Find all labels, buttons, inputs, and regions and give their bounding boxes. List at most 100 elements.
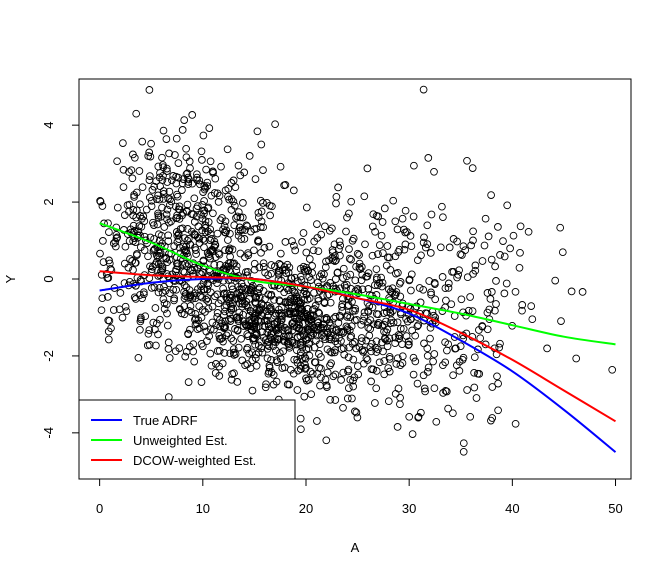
scatter-point <box>222 293 231 302</box>
scatter-point <box>300 392 309 401</box>
scatter-point <box>325 226 334 235</box>
scatter-point <box>296 362 305 370</box>
scatter-point <box>543 344 551 353</box>
scatter-point <box>355 251 363 259</box>
scatter-point <box>351 407 359 416</box>
scatter-point <box>158 203 166 212</box>
scatter-point <box>210 325 218 334</box>
scatter-point <box>492 300 500 308</box>
scatter-point <box>308 369 317 378</box>
y-axis: -4 -2 0 2 4 <box>41 122 80 439</box>
scatter-point <box>313 417 321 425</box>
scatter-point <box>493 372 501 381</box>
scatter-point <box>300 295 309 304</box>
scatter-point <box>109 239 118 248</box>
scatter-point <box>155 251 164 260</box>
scatter-point <box>423 344 432 353</box>
scatter-point <box>403 317 412 326</box>
scatter-point <box>396 393 404 402</box>
scatter-point <box>423 351 432 360</box>
scatter-point <box>349 382 358 391</box>
scatter-point <box>267 356 275 364</box>
scatter-point <box>227 306 236 314</box>
scatter-point <box>193 170 201 179</box>
scatter-point <box>417 251 425 260</box>
scatter-point <box>178 126 187 134</box>
scatter-point <box>203 294 212 302</box>
scatter-point <box>244 251 253 259</box>
scatter-point <box>258 309 267 317</box>
scatter-point <box>260 244 269 252</box>
scatter-point <box>257 299 266 308</box>
scatter-point <box>259 262 268 271</box>
scatter-point <box>367 347 376 356</box>
scatter-point <box>445 243 454 252</box>
scatter-point <box>182 170 191 179</box>
scatter-point <box>310 237 319 246</box>
scatter-point <box>102 270 111 278</box>
scatter-point <box>227 282 236 291</box>
scatter-point <box>411 331 420 340</box>
scatter-point <box>207 361 216 370</box>
scatter-point <box>299 229 308 237</box>
scatter-point <box>155 195 164 204</box>
scatter-point <box>319 324 328 332</box>
scatter-point <box>213 313 222 321</box>
scatter-point <box>392 360 401 368</box>
scatter-point <box>205 250 213 259</box>
scatter-point <box>328 248 337 257</box>
scatter-point <box>228 285 237 294</box>
scatter-point <box>391 290 400 299</box>
scatter-point <box>303 305 312 313</box>
scatter-point <box>420 316 428 325</box>
scatter-point <box>158 176 167 184</box>
scatter-point <box>267 307 276 316</box>
scatter-point <box>345 209 353 218</box>
scatter-point <box>207 246 216 255</box>
scatter-point <box>215 250 224 259</box>
scatter-point <box>281 266 290 274</box>
scatter-point <box>233 378 242 386</box>
scatter-point <box>172 214 180 223</box>
scatter-point <box>423 368 432 376</box>
scatter-point <box>192 250 200 258</box>
scatter-point <box>471 266 480 275</box>
scatter-point <box>163 258 172 267</box>
scatter-point <box>349 234 358 243</box>
y-tick-label: 4 <box>41 122 56 129</box>
scatter-point <box>524 227 533 236</box>
scatter-point <box>334 319 343 327</box>
scatter-point <box>408 326 416 335</box>
scatter-point <box>396 278 405 286</box>
scatter-point <box>223 295 232 304</box>
scatter-point <box>326 395 335 404</box>
scatter-point <box>310 343 319 352</box>
scatter-point <box>140 246 149 255</box>
scatter-point <box>158 262 167 271</box>
scatter-point <box>344 301 353 309</box>
scatter-point <box>475 370 484 378</box>
scatter-point <box>174 231 183 239</box>
scatter-point <box>374 212 383 221</box>
scatter-point <box>390 291 399 300</box>
scatter-point <box>344 367 352 376</box>
scatter-point <box>215 331 224 340</box>
scatter-point <box>154 211 163 220</box>
scatter-point <box>218 359 227 368</box>
scatter-point <box>224 236 232 244</box>
scatter-point <box>185 175 193 184</box>
scatter-point <box>332 199 340 208</box>
scatter-point <box>288 337 297 345</box>
scatter-point <box>184 378 193 386</box>
scatter-point <box>506 244 514 253</box>
scatter-point <box>278 364 287 372</box>
scatter-point <box>385 285 393 294</box>
scatter-point <box>267 330 275 338</box>
scatter-point <box>339 329 347 337</box>
scatter-point <box>145 148 154 157</box>
scatter-point <box>551 276 560 285</box>
scatter-point <box>470 383 479 392</box>
scatter-point <box>272 309 280 318</box>
scatter-point <box>255 283 264 292</box>
scatter-point <box>254 341 263 350</box>
